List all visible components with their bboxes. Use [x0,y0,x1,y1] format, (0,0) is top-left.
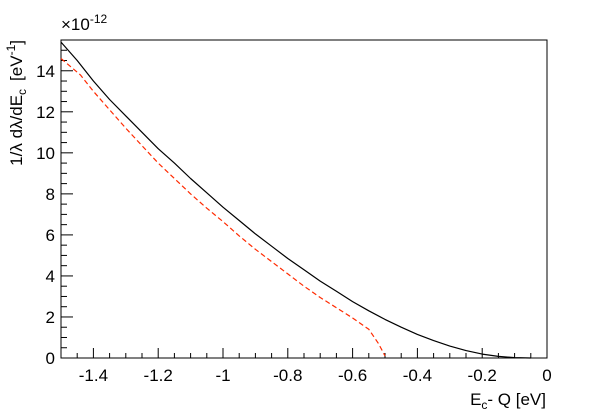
series-line-1 [60,41,531,359]
axis-ticks [60,39,548,359]
series-layer [60,41,531,359]
x-tick-label: -0.8 [273,366,302,385]
x-axis-label-sub: c [481,398,487,412]
y-tick-label: 14 [36,62,55,81]
y-tick-labels: 0 2 4 6 8 10 12 14 [36,62,55,368]
x-tick-label: -0.6 [338,366,367,385]
y-axis-label-main: 1/λ dλ/dE [7,95,26,166]
y-axis-label-unit: [eV [7,55,26,81]
y-tick-label: 4 [46,267,55,286]
y-tick-label: 6 [46,226,55,245]
y-axis-label-sup: -1 [4,44,18,55]
x-tick-label: -0.2 [468,366,497,385]
y-tick-label: 0 [46,349,55,368]
x-axis-label-rest: - Q [eV] [487,390,546,409]
y-tick-label: 2 [46,308,55,327]
y-tick-label: 8 [46,185,55,204]
y-tick-label: 12 [36,103,55,122]
y-axis-label-sub: c [15,89,29,95]
y-multiplier-exponent: -12 [90,12,108,26]
x-tick-label: -1.2 [144,366,173,385]
x-tick-label: -1 [215,366,230,385]
y-axis-label: 1/λ dλ/dEc [eV-1] [4,40,29,166]
x-tick-labels: -1.4 -1.2 -1 -0.8 -0.6 -0.4 -0.2 0 [79,366,552,385]
plot-frame [60,39,548,359]
x-axis-label-main: E [470,390,481,409]
x-axis-label: Ec- Q [eV] [470,390,546,412]
y-multiplier: ×10-12 [61,12,108,34]
x-tick-label: 0 [542,366,551,385]
x-tick-label: -1.4 [79,366,108,385]
series-line-2 [60,58,386,357]
y-multiplier-base: ×10 [61,15,90,34]
y-axis-label-close: ] [7,40,26,45]
y-tick-label: 10 [36,144,55,163]
x-tick-label: -0.4 [403,366,432,385]
